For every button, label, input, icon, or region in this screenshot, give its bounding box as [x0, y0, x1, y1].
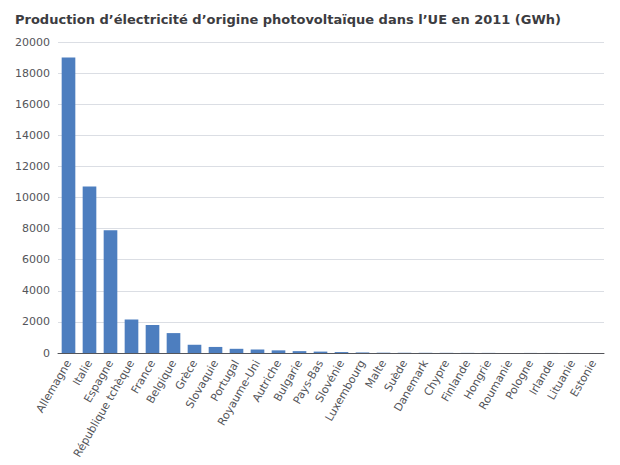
svg-text:France: France [128, 357, 159, 396]
svg-text:Malte: Malte [362, 357, 390, 391]
svg-text:14000: 14000 [15, 129, 50, 142]
svg-text:16000: 16000 [15, 98, 50, 111]
svg-text:20000: 20000 [15, 36, 50, 49]
svg-text:Luxembourg: Luxembourg [323, 358, 368, 424]
svg-text:Espagne: Espagne [81, 357, 117, 405]
svg-text:Finlande: Finlande [438, 357, 474, 405]
svg-text:Slovaquie: Slovaquie [183, 357, 222, 411]
svg-text:12000: 12000 [15, 160, 50, 173]
svg-text:Belgique: Belgique [143, 357, 180, 406]
svg-text:Grèce: Grèce [172, 357, 201, 393]
svg-text:10000: 10000 [15, 191, 50, 204]
svg-text:Slovénie: Slovénie [312, 357, 348, 405]
svg-text:Pologne: Pologne [503, 358, 536, 402]
svg-text:18000: 18000 [15, 67, 50, 80]
svg-text:Production d’électricité d’ori: Production d’électricité d’origine photo… [15, 12, 561, 27]
svg-text:Autriche: Autriche [249, 357, 285, 405]
svg-text:Irlande: Irlande [526, 357, 558, 398]
svg-text:Portugal: Portugal [208, 357, 243, 404]
svg-text:Italie: Italie [70, 357, 96, 388]
svg-text:0: 0 [43, 347, 50, 360]
svg-text:Suède: Suède [381, 357, 411, 395]
svg-text:Pays-Bas: Pays-Bas [290, 357, 327, 407]
svg-text:Allemagne: Allemagne [34, 358, 75, 415]
svg-text:Danemark: Danemark [391, 357, 432, 414]
svg-text:6000: 6000 [22, 253, 50, 266]
svg-text:République tchèque: République tchèque [71, 358, 137, 460]
svg-text:8000: 8000 [22, 222, 50, 235]
svg-text:Estonie: Estonie [568, 358, 600, 400]
svg-text:4000: 4000 [22, 284, 50, 297]
svg-text:2000: 2000 [22, 315, 50, 328]
svg-text:Chypre: Chypre [421, 357, 453, 399]
svg-text:Royaume-Uni: Royaume-Uni [215, 357, 264, 428]
svg-text:Bulgarie: Bulgarie [271, 357, 306, 404]
svg-text:Roumanie: Roumanie [476, 357, 516, 412]
svg-text:Hongrie: Hongrie [461, 357, 495, 402]
svg-text:Lituanie: Lituanie [544, 357, 579, 403]
